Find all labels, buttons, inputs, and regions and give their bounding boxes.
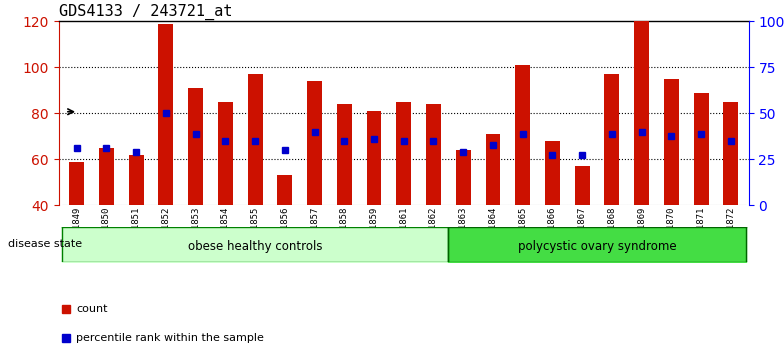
Text: disease state: disease state	[8, 239, 82, 249]
Bar	[634, 21, 649, 205]
Bar	[278, 175, 292, 205]
Bar	[337, 104, 352, 205]
Bar	[218, 102, 233, 205]
Bar	[397, 102, 411, 205]
Bar	[604, 74, 619, 205]
Bar	[248, 74, 263, 205]
Bar	[188, 88, 203, 205]
Bar	[69, 161, 84, 205]
Bar	[545, 141, 560, 205]
Text: count: count	[76, 304, 107, 314]
Bar	[724, 102, 739, 205]
Bar	[367, 111, 382, 205]
Bar	[158, 24, 173, 205]
Bar	[485, 134, 500, 205]
Bar	[129, 155, 143, 205]
Bar	[456, 150, 470, 205]
Text: percentile rank within the sample: percentile rank within the sample	[76, 333, 264, 343]
Bar	[99, 148, 114, 205]
Bar	[664, 79, 679, 205]
Bar	[307, 81, 322, 205]
Bar	[426, 104, 441, 205]
Text: obese healthy controls: obese healthy controls	[188, 240, 322, 252]
Bar	[694, 93, 709, 205]
Bar	[575, 166, 590, 205]
Bar	[515, 65, 530, 205]
Text: polycystic ovary syndrome: polycystic ovary syndrome	[517, 240, 677, 252]
Text: GDS4133 / 243721_at: GDS4133 / 243721_at	[59, 4, 232, 20]
